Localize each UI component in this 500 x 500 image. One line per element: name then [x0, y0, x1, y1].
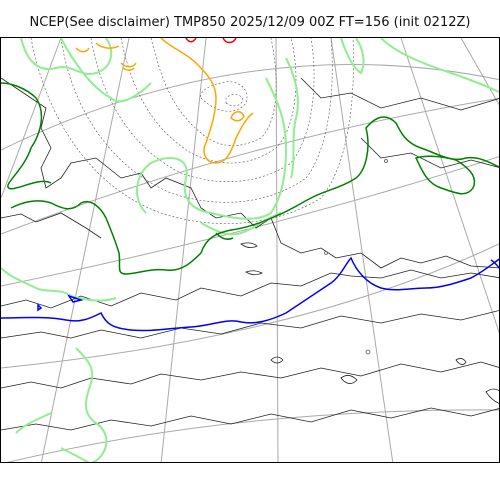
- isotherm: [120, 62, 137, 68]
- isotherm: [414, 155, 476, 195]
- latitude-circle: [1, 243, 499, 369]
- isotherm: [160, 38, 254, 164]
- isotherm: [1, 267, 117, 302]
- marker: [324, 251, 328, 255]
- isotherm: [285, 57, 299, 179]
- isotherm: [222, 38, 237, 44]
- meridian-line: [275, 38, 279, 462]
- isotherm: [185, 38, 197, 43]
- isotherm: [1, 256, 499, 332]
- height-contour: [90, 38, 315, 182]
- isotherm: [1, 82, 52, 190]
- height-contour: [30, 38, 354, 224]
- isotherm: [135, 77, 288, 220]
- isotherm: [490, 259, 499, 269]
- marker: [365, 349, 371, 355]
- coastline: [1, 212, 102, 239]
- meridian-line: [160, 38, 207, 462]
- map-background: [1, 38, 499, 462]
- height-contour: [120, 38, 297, 164]
- isotherms-green: [1, 82, 499, 275]
- isotherm: [122, 67, 135, 71]
- meridian-line: [40, 38, 130, 462]
- map-panel: [0, 37, 500, 463]
- island-outline: [455, 358, 467, 365]
- isotherm: [75, 347, 108, 462]
- meridian-line: [1, 38, 62, 199]
- isotherm: [215, 232, 234, 240]
- isotherm: [67, 294, 84, 303]
- isotherm: [95, 42, 120, 49]
- isotherm: [60, 447, 90, 462]
- island-outline: [240, 242, 258, 248]
- latitude-circle: [1, 156, 499, 287]
- coastline: [1, 407, 499, 431]
- island-outline: [245, 270, 263, 276]
- isotherm: [75, 47, 90, 53]
- isotherm: [230, 111, 245, 122]
- isotherm: [10, 200, 202, 275]
- isotherm: [60, 38, 152, 103]
- temperature-map: [1, 38, 499, 462]
- isotherm: [20, 38, 113, 76]
- island-outline: [270, 356, 284, 364]
- isotherm: [15, 412, 52, 434]
- isotherms-orange: [75, 38, 254, 164]
- height-contour: [60, 38, 333, 203]
- isotherm: [380, 38, 499, 94]
- small-markers: [324, 159, 388, 355]
- island-outline: [340, 375, 358, 384]
- isotherms-red: [185, 38, 237, 44]
- latitude-circle: [1, 63, 499, 151]
- map-title: NCEP(See disclaimer) TMP850 2025/12/09 0…: [29, 15, 471, 30]
- meridian-line: [460, 38, 499, 106]
- marker: [384, 159, 388, 163]
- coastline: [360, 137, 499, 169]
- island-outline: [485, 388, 499, 404]
- coastline: [1, 77, 499, 269]
- height-contour: [225, 94, 244, 107]
- coastline: [300, 77, 499, 111]
- height-contour: [200, 81, 248, 112]
- coastline: [1, 310, 499, 339]
- meridian-line: [330, 38, 394, 462]
- meridian-line: [400, 38, 499, 334]
- isotherm: [340, 38, 365, 75]
- coastline: [1, 361, 499, 389]
- isotherms-blue: [1, 256, 499, 332]
- isotherm: [37, 303, 43, 312]
